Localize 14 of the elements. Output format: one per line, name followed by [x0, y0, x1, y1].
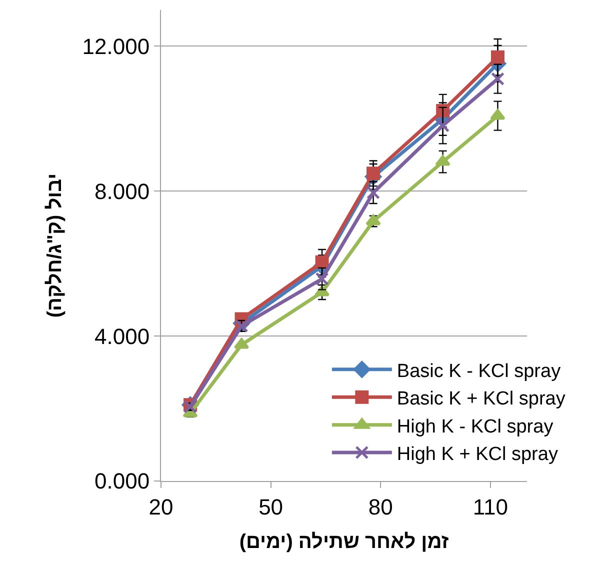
x-tick-label: 50 [258, 494, 284, 520]
legend-label: Basic K + KCl spray [396, 388, 566, 410]
legend-label: Basic K - KCl spray [396, 360, 562, 382]
legend-label: High K + KCl spray [396, 444, 558, 465]
y-tick-label: 0.000 [94, 468, 150, 494]
x-axis-title: זמן לאחר שתילה (ימים) [239, 530, 450, 553]
x-tick-label: 20 [148, 494, 174, 520]
y-tick-label: 12.000 [82, 34, 150, 59]
x-tick-label: 110 [472, 494, 508, 520]
x-tick-label: 80 [368, 494, 393, 520]
y-tick-label: 8.000 [94, 178, 150, 204]
y-axis-title: יבול (ק"ג/חלקה) [44, 173, 66, 318]
legend-label: High K - KCl spray [396, 416, 554, 438]
y-tick-label: 4.000 [94, 324, 150, 349]
